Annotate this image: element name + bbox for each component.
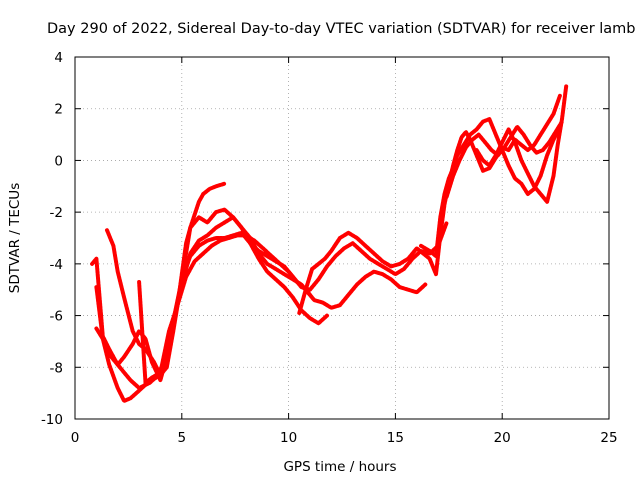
y-tick-label: 4 xyxy=(54,50,63,66)
data-series xyxy=(90,83,569,403)
x-tick-label: 5 xyxy=(178,430,187,446)
chart-title: Day 290 of 2022, Sidereal Day-to-day VTE… xyxy=(47,21,636,37)
x-tick-label: 20 xyxy=(494,430,511,446)
y-tick-label: -6 xyxy=(50,309,63,325)
series-track-2 xyxy=(94,215,329,403)
y-tick-label: -4 xyxy=(50,257,63,273)
x-axis-label: GPS time / hours xyxy=(283,459,396,475)
plot-frame xyxy=(74,56,610,420)
series-track-5 xyxy=(137,233,428,385)
y-tick-label: 0 xyxy=(54,153,63,169)
grid-lines xyxy=(75,57,609,419)
x-tick-label: 15 xyxy=(387,430,404,446)
y-tick-label: -8 xyxy=(50,360,63,376)
series-track-9 xyxy=(444,119,564,199)
y-tick-label: 2 xyxy=(54,102,63,118)
x-tick-label: 25 xyxy=(600,430,617,446)
y-tick-label: -10 xyxy=(41,412,63,428)
series-track-4 xyxy=(94,220,449,383)
y-axis-label: SDTVAR / TECUs xyxy=(7,183,23,293)
series-track-8 xyxy=(474,83,569,204)
y-tick-label: -2 xyxy=(50,205,63,221)
x-tick-label: 0 xyxy=(71,430,80,446)
x-tick-label: 10 xyxy=(280,430,297,446)
axis-ticks: 0 5 10 15 20 25 -10 -8 -6 -4 -2 0 2 4 xyxy=(41,50,618,446)
